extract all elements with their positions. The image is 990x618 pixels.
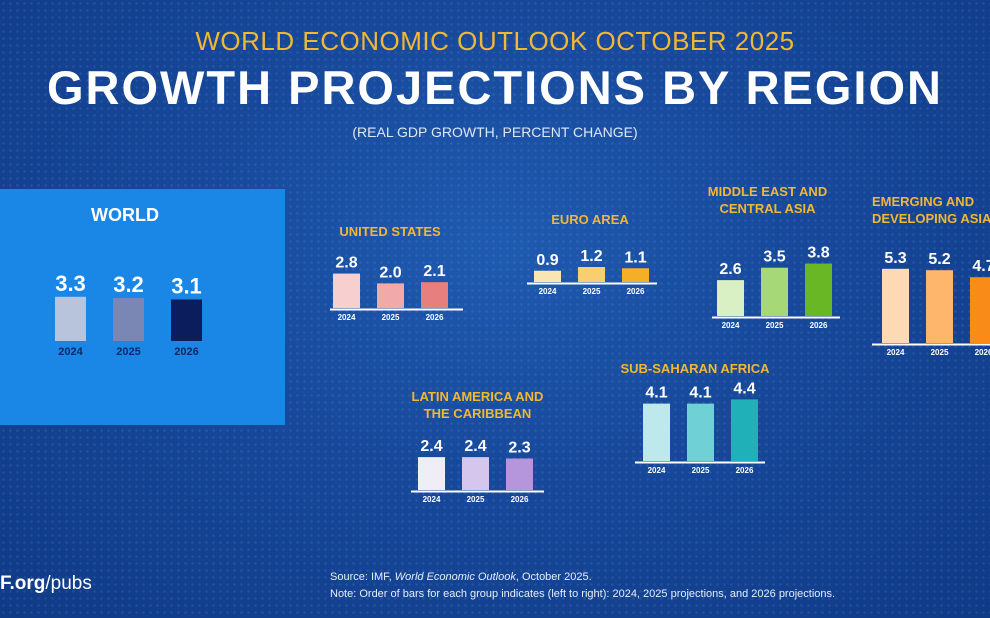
page-subtitle: (REAL GDP GROWTH, PERCENT CHANGE) <box>352 124 638 140</box>
value-label-united-states-2026: 2.1 <box>423 263 445 280</box>
tick-label-euro-area-2026: 2026 <box>627 287 645 296</box>
value-label-sub-saharan-africa-2026: 4.4 <box>733 380 755 397</box>
value-label-latin-america-caribbean-2024: 2.4 <box>420 438 442 455</box>
tick-label-euro-area-2024: 2024 <box>539 287 557 296</box>
value-label-euro-area-2024: 0.9 <box>536 252 558 269</box>
bar-latin-america-caribbean-2024 <box>418 457 445 490</box>
tick-label-sub-saharan-africa-2024: 2024 <box>648 466 666 475</box>
bar-order-note: Note: Order of bars for each group indic… <box>330 588 836 600</box>
tick-label-world-2026: 2026 <box>174 346 198 358</box>
chart-title-euro-area: EURO AREA <box>551 212 629 227</box>
bar-sub-saharan-africa-2026 <box>731 399 758 461</box>
bar-united-states-2025 <box>377 283 404 308</box>
bar-united-states-2026 <box>421 282 448 308</box>
value-label-middle-east-central-asia-2024: 2.6 <box>719 261 741 278</box>
tick-label-middle-east-central-asia-2024: 2024 <box>722 321 740 330</box>
value-label-emerging-developing-asia-2025: 5.2 <box>928 251 950 268</box>
chart-title-sub-saharan-africa: SUB-SAHARAN AFRICA <box>620 361 770 376</box>
bar-sub-saharan-africa-2025 <box>687 403 714 461</box>
bar-middle-east-central-asia-2025 <box>761 267 788 316</box>
bar-middle-east-central-asia-2026 <box>805 263 832 316</box>
tick-label-middle-east-central-asia-2026: 2026 <box>810 321 828 330</box>
page-title: GROWTH PROJECTIONS BY REGION <box>47 61 943 114</box>
source-note: Source: IMF, World Economic Outlook, Oct… <box>330 571 592 583</box>
value-label-sub-saharan-africa-2024: 4.1 <box>645 385 667 402</box>
bar-united-states-2024 <box>333 273 360 308</box>
tick-label-latin-america-caribbean-2025: 2025 <box>467 495 485 504</box>
chart-title-united-states: UNITED STATES <box>339 224 441 239</box>
bar-sub-saharan-africa-2024 <box>643 403 670 461</box>
tick-label-emerging-developing-asia-2025: 2025 <box>931 348 949 357</box>
chart-title-world: WORLD <box>91 205 159 225</box>
value-label-middle-east-central-asia-2026: 3.8 <box>807 245 829 262</box>
value-label-emerging-developing-asia-2024: 5.3 <box>884 250 906 267</box>
report-kicker: WORLD ECONOMIC OUTLOOK OCTOBER 2025 <box>195 26 795 56</box>
tick-label-emerging-developing-asia-2026: 2026 <box>975 348 990 357</box>
value-label-euro-area-2026: 1.1 <box>624 249 646 266</box>
tick-label-world-2024: 2024 <box>58 346 83 358</box>
bar-middle-east-central-asia-2024 <box>717 280 744 316</box>
value-label-united-states-2024: 2.8 <box>335 255 357 272</box>
tick-label-euro-area-2025: 2025 <box>583 287 601 296</box>
bar-latin-america-caribbean-2026 <box>506 458 533 490</box>
imf-pubs-link[interactable]: F.org/pubs <box>0 573 92 594</box>
tick-label-sub-saharan-africa-2025: 2025 <box>692 466 710 475</box>
bar-emerging-developing-asia-2024 <box>882 268 909 343</box>
bar-world-2024 <box>55 296 86 341</box>
chart-title-latin-america-caribbean: LATIN AMERICA AND THE CARIBBEAN <box>411 389 544 421</box>
value-label-world-2025: 3.2 <box>113 272 144 297</box>
value-label-sub-saharan-africa-2025: 4.1 <box>689 385 711 402</box>
bar-euro-area-2024 <box>534 270 561 282</box>
bar-world-2026 <box>171 299 202 341</box>
value-label-emerging-developing-asia-2026: 4.7 <box>972 258 990 275</box>
tick-label-united-states-2026: 2026 <box>426 313 444 322</box>
value-label-middle-east-central-asia-2025: 3.5 <box>763 249 785 266</box>
tick-label-world-2025: 2025 <box>116 346 140 358</box>
chart-title-emerging-developing-asia: EMERGING AND DEVELOPING ASIA <box>872 194 990 226</box>
tick-label-united-states-2025: 2025 <box>382 313 400 322</box>
tick-label-emerging-developing-asia-2024: 2024 <box>887 348 905 357</box>
bar-euro-area-2025 <box>578 267 605 282</box>
value-label-united-states-2025: 2.0 <box>379 264 401 281</box>
tick-label-latin-america-caribbean-2026: 2026 <box>511 495 529 504</box>
bar-emerging-developing-asia-2025 <box>926 270 953 343</box>
value-label-latin-america-caribbean-2026: 2.3 <box>508 439 530 456</box>
value-label-euro-area-2025: 1.2 <box>580 248 602 265</box>
value-label-world-2024: 3.3 <box>55 271 86 296</box>
bar-euro-area-2026 <box>622 268 649 282</box>
bar-latin-america-caribbean-2025 <box>462 457 489 490</box>
value-label-world-2026: 3.1 <box>171 273 202 298</box>
bar-emerging-developing-asia-2026 <box>970 277 990 343</box>
chart-title-middle-east-central-asia: MIDDLE EAST AND CENTRAL ASIA <box>707 184 828 216</box>
tick-label-middle-east-central-asia-2025: 2025 <box>766 321 784 330</box>
tick-label-sub-saharan-africa-2026: 2026 <box>736 466 754 475</box>
tick-label-latin-america-caribbean-2024: 2024 <box>423 495 441 504</box>
bar-world-2025 <box>113 298 144 341</box>
value-label-latin-america-caribbean-2025: 2.4 <box>464 438 486 455</box>
tick-label-united-states-2024: 2024 <box>338 313 356 322</box>
